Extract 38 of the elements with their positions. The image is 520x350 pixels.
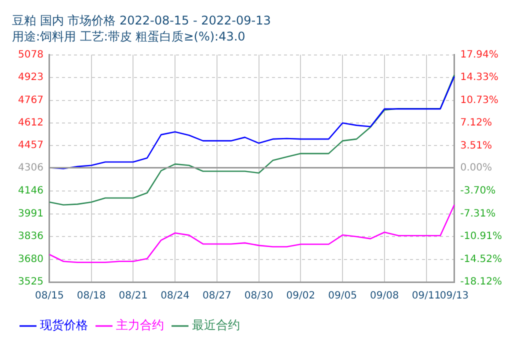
y2-tick-label: 14.33%: [460, 72, 498, 84]
x-tick-label: 09/13: [440, 290, 469, 302]
y2-tick-label: 10.73%: [460, 94, 498, 106]
legend-label: 最近合约: [192, 318, 240, 332]
y-tick-label: 3525: [18, 276, 44, 288]
x-tick-label: 08/30: [244, 290, 274, 302]
y-tick-label: 3680: [18, 254, 44, 265]
y2-tick-label: 17.94%: [460, 49, 498, 60]
x-tick-label: 08/18: [76, 290, 106, 302]
legend-label: 现货价格: [40, 318, 88, 332]
y2-tick-label: -3.70%: [460, 186, 496, 197]
y2-tick-label: 7.12%: [460, 118, 492, 129]
x-tick-label: 08/27: [202, 290, 232, 302]
x-tick-label: 08/24: [160, 290, 190, 302]
legend-label: 主力合约: [116, 318, 164, 332]
x-tick-label: 09/08: [370, 290, 399, 302]
y-tick-label: 4457: [18, 140, 44, 152]
y-tick-label: 3991: [18, 208, 44, 220]
y2-tick-label: -18.12%: [460, 276, 502, 288]
x-tick-label: 09/05: [328, 290, 358, 302]
y-tick-label: 4767: [18, 94, 44, 106]
y-tick-label: 4146: [18, 186, 44, 197]
x-tick-label: 08/21: [118, 290, 148, 302]
y2-tick-label: -10.91%: [460, 231, 502, 242]
y-tick-label: 3836: [18, 231, 44, 242]
y2-tick-label: 0.00%: [460, 162, 492, 174]
chart-title: 豆粕 国内 市场价格 2022-08-15 - 2022-09-13: [12, 13, 271, 28]
y2-tick-label: 3.51%: [460, 140, 492, 152]
y-tick-label: 5078: [18, 49, 44, 60]
y-tick-label: 4923: [18, 72, 44, 84]
chart-subtitle: 用途:饲料用 工艺:带皮 粗蛋白质≥(%):43.0: [12, 30, 246, 44]
x-tick-label: 08/15: [35, 290, 64, 302]
y2-tick-label: -7.31%: [460, 208, 496, 220]
y-tick-label: 4306: [18, 162, 44, 174]
x-tick-label: 09/02: [286, 290, 316, 302]
y-tick-label: 4612: [18, 118, 44, 129]
y2-tick-label: -14.52%: [460, 254, 502, 265]
x-tick-label: 09/11: [412, 290, 441, 302]
